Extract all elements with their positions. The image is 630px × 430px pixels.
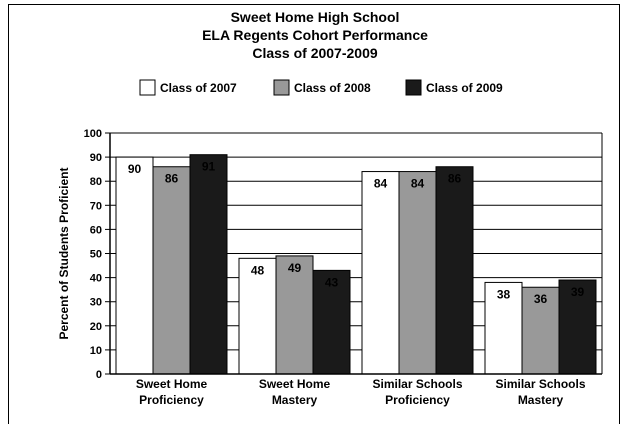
bar-value-label: 39: [571, 285, 585, 299]
bar-3-2: [312, 269, 351, 375]
legend-label: Class of 2008: [294, 81, 371, 95]
category-label: Proficiency: [385, 393, 450, 407]
bar-value-label: 43: [325, 275, 339, 289]
category-label: Sweet Home: [259, 377, 331, 391]
bar-1-2: [238, 257, 277, 375]
bar-value-label: 36: [534, 292, 548, 306]
y-tick-label: 0: [96, 369, 102, 381]
y-tick-label: 30: [90, 297, 102, 309]
legend-label: Class of 2009: [426, 81, 503, 95]
y-tick-label: 80: [90, 176, 102, 188]
category-label: Mastery: [272, 393, 318, 407]
y-axis-label: Percent of Students Proficient: [57, 167, 71, 339]
chart-title-line: Class of 2007-2009: [252, 45, 378, 61]
y-tick-label: 100: [84, 128, 102, 140]
bar-3-3: [435, 166, 474, 375]
bar-2-1: [152, 166, 191, 375]
y-tick-label: 90: [90, 152, 102, 164]
bar-value-label: 84: [374, 177, 388, 191]
legend-swatch-3: [405, 79, 422, 96]
bar-value-label: 86: [165, 172, 179, 186]
legend-swatch-2: [273, 79, 290, 96]
y-tick-label: 10: [90, 345, 102, 357]
legend-label: Class of 2007: [160, 81, 237, 95]
bar-1-4: [484, 281, 523, 375]
bar-3-4: [558, 279, 597, 375]
y-tick-label: 20: [90, 321, 102, 333]
bar-2-3: [398, 171, 437, 375]
bar-1-1: [115, 156, 154, 375]
category-label: Sweet Home: [136, 377, 208, 391]
bar-value-label: 86: [448, 172, 462, 186]
bar-value-label: 49: [288, 261, 302, 275]
chart-frame: [8, 4, 620, 424]
chart-title-line: Sweet Home High School: [231, 9, 400, 25]
category-label: Mastery: [518, 393, 564, 407]
legend-swatch-1: [139, 79, 156, 96]
y-tick-label: 70: [90, 200, 102, 212]
category-label: Proficiency: [139, 393, 204, 407]
bar-value-label: 48: [251, 263, 265, 277]
bar-1-3: [361, 171, 400, 375]
bar-value-label: 90: [128, 162, 142, 176]
bar-value-label: 91: [202, 160, 216, 174]
bar-3-1: [189, 154, 228, 375]
y-tick-label: 60: [90, 224, 102, 236]
bar-2-2: [275, 255, 314, 375]
bar-value-label: 84: [411, 177, 425, 191]
chart-title-line: ELA Regents Cohort Performance: [202, 27, 428, 43]
y-tick-label: 50: [90, 249, 102, 261]
bar-value-label: 38: [497, 287, 511, 301]
category-label: Similar Schools: [372, 377, 462, 391]
y-tick-label: 40: [90, 273, 102, 285]
category-label: Similar Schools: [495, 377, 585, 391]
